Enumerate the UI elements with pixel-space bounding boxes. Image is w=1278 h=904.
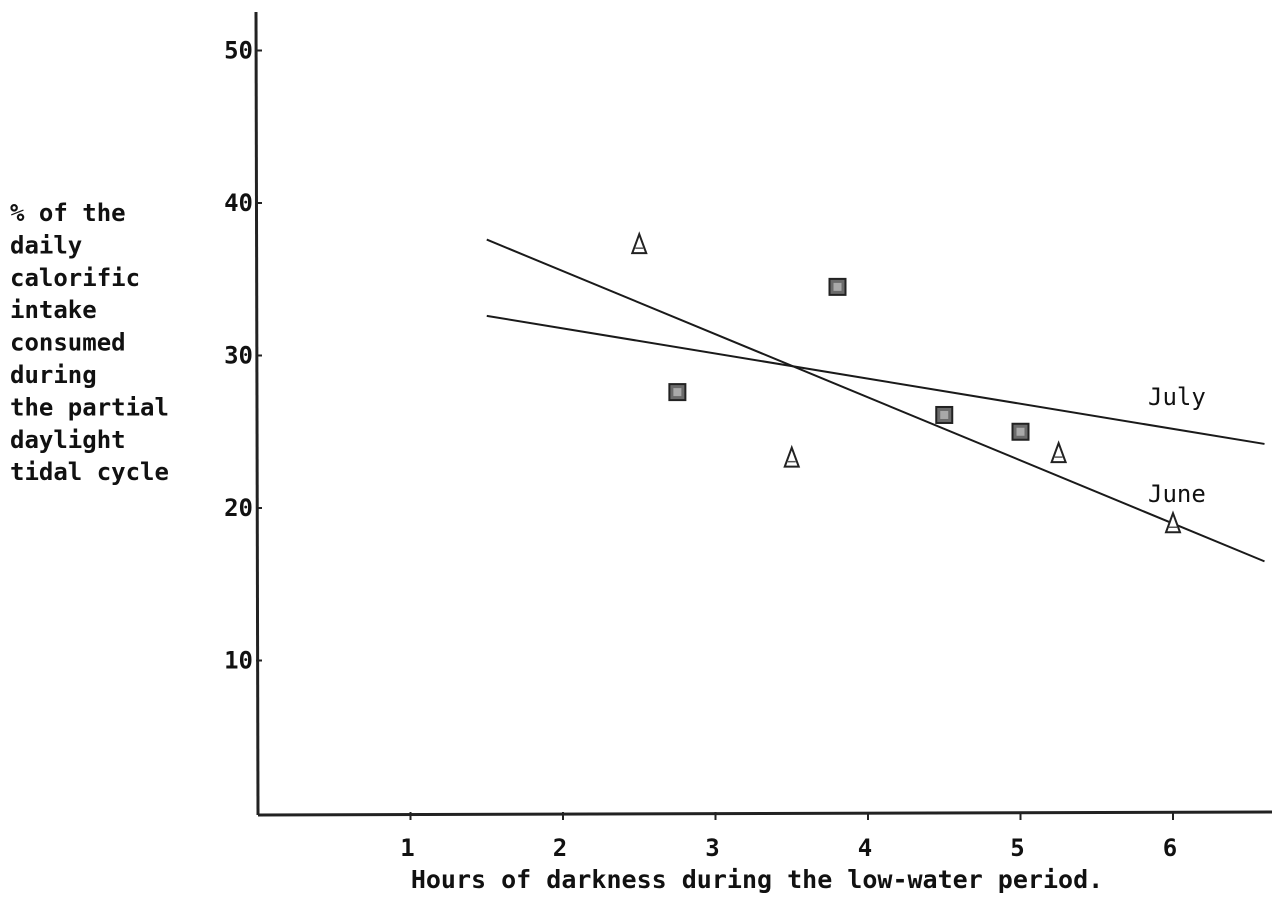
y-axis-label-line: during	[10, 361, 97, 389]
y-axis-label-line: calorific	[10, 264, 140, 292]
y-axis-label-line: the partial	[10, 393, 169, 421]
triangle-point	[783, 444, 801, 468]
data-points	[630, 231, 1182, 534]
x-tick-label: 3	[705, 834, 719, 862]
y-axis-label-line: intake	[10, 296, 97, 324]
y-axis-label-line: tidal cycle	[10, 458, 169, 486]
triangle-point	[1164, 510, 1182, 534]
y-axis-label-line: consumed	[10, 329, 126, 357]
y-ticks: 10 20 30 40 50	[224, 37, 262, 675]
line-label-july: July	[1148, 383, 1206, 411]
x-tick-label: 6	[1163, 834, 1177, 862]
x-tick-label: 2	[553, 834, 567, 862]
y-tick-label: 40	[224, 189, 253, 217]
y-axis-label-line: % of the	[10, 199, 126, 227]
x-tick-label: 1	[400, 834, 414, 862]
fit-line-june	[486, 238, 1265, 563]
square-point	[828, 277, 847, 296]
fit-line-july	[486, 314, 1265, 445]
square-point	[1011, 422, 1030, 441]
x-tick-label: 4	[858, 834, 872, 862]
x-tick-label: 5	[1010, 834, 1024, 862]
x-axis-line	[257, 810, 1273, 817]
triangle-point	[630, 231, 648, 255]
square-point	[935, 405, 954, 424]
line-label-june: June	[1148, 480, 1206, 508]
y-tick-label: 50	[224, 37, 253, 65]
square-point	[668, 383, 687, 402]
x-axis-label: Hours of darkness during the low-water p…	[411, 865, 1103, 894]
y-axis-label-line: daily	[10, 231, 82, 259]
y-tick-label: 10	[224, 647, 253, 675]
triangle-point	[1050, 440, 1068, 464]
fit-lines	[486, 238, 1265, 563]
y-axis-line	[254, 11, 260, 816]
line-labels: July June	[1148, 383, 1206, 508]
y-tick-label: 20	[224, 494, 253, 522]
y-tick-label: 30	[224, 342, 253, 370]
axes	[254, 11, 1273, 817]
y-axis-label: % of the daily calorific intake consumed duri…	[10, 199, 169, 486]
y-axis-label-line: daylight	[10, 426, 126, 454]
x-ticks: 1 2 3 4 5 6	[400, 812, 1177, 862]
